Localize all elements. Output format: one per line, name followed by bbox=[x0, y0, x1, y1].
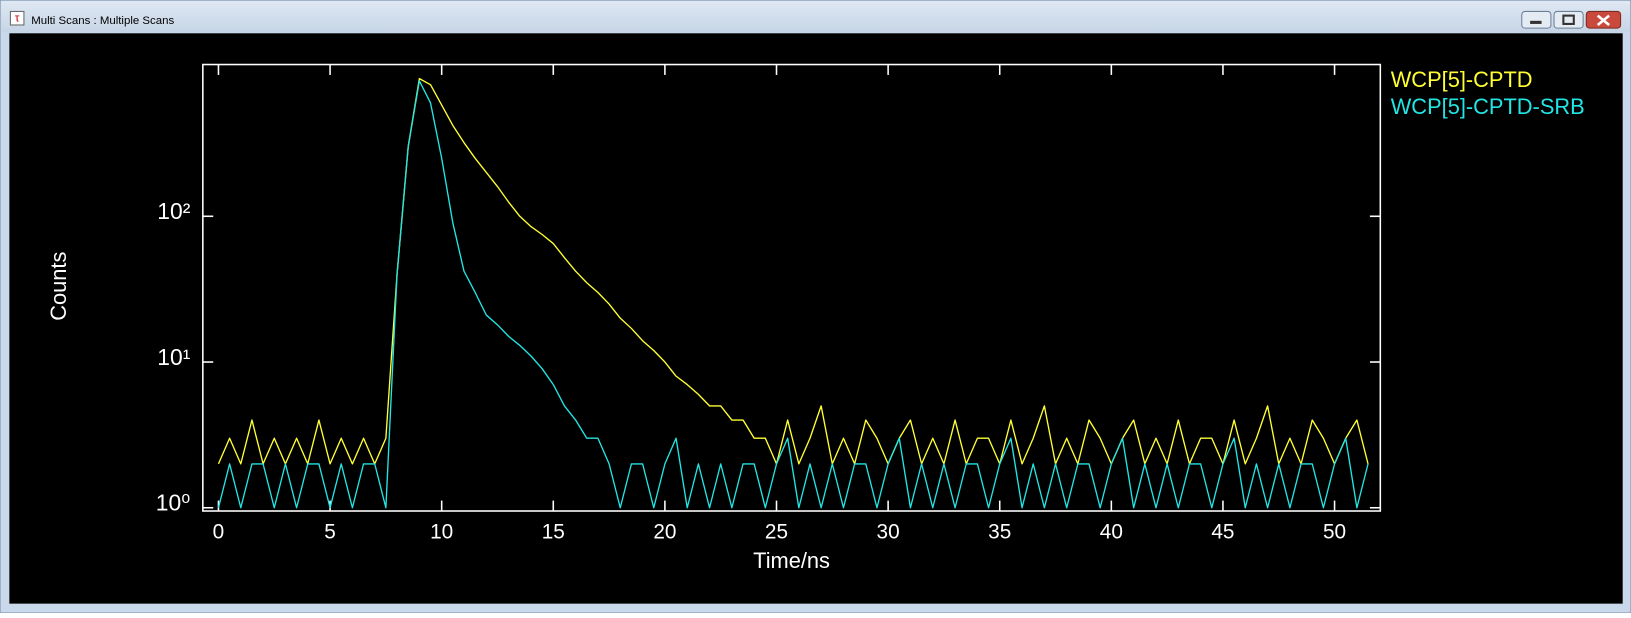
minimize-glyph bbox=[1530, 20, 1542, 24]
minimize-button[interactable] bbox=[1521, 10, 1552, 29]
maximize-button[interactable] bbox=[1553, 10, 1584, 29]
y-tick-label: 10² bbox=[157, 198, 190, 224]
maximize-glyph bbox=[1562, 14, 1575, 25]
legend-entry: WCP[5]-CPTD bbox=[1391, 67, 1533, 92]
app-icon bbox=[9, 10, 25, 26]
y-tick-label: 10⁰ bbox=[156, 490, 191, 516]
x-tick-label: 50 bbox=[1323, 520, 1346, 543]
x-tick-label: 30 bbox=[877, 520, 900, 543]
legend-entry: WCP[5]-CPTD-SRB bbox=[1391, 94, 1585, 119]
x-tick-label: 10 bbox=[430, 520, 453, 543]
x-tick-label: 40 bbox=[1100, 520, 1123, 543]
plot: 0 5 10 15 20 25 30 35 40 45 50 10⁰ 10¹ 10² WCP[5]-CPTD… bbox=[156, 64, 1585, 543]
x-tick-label: 15 bbox=[542, 520, 565, 543]
app-icon-glyph: τ bbox=[15, 13, 20, 25]
x-tick-label: 20 bbox=[653, 520, 676, 543]
title-bar bbox=[1, 1, 1630, 33]
plot-background bbox=[9, 33, 1623, 604]
x-tick-label: 45 bbox=[1211, 520, 1234, 543]
x-tick-label: 25 bbox=[765, 520, 788, 543]
x-tick-label: 0 bbox=[213, 520, 225, 543]
x-tick-label: 5 bbox=[324, 520, 336, 543]
x-tick-label: 35 bbox=[988, 520, 1011, 543]
window-title: Multi Scans : Multiple Scans bbox=[31, 15, 174, 27]
axes-frame bbox=[202, 63, 1382, 512]
y-axis-label: Counts bbox=[46, 252, 71, 321]
close-glyph bbox=[1596, 14, 1610, 26]
x-axis-label: Time/ns bbox=[753, 548, 830, 573]
series-line bbox=[217, 80, 1369, 509]
y-tick-label: 10¹ bbox=[157, 344, 190, 370]
